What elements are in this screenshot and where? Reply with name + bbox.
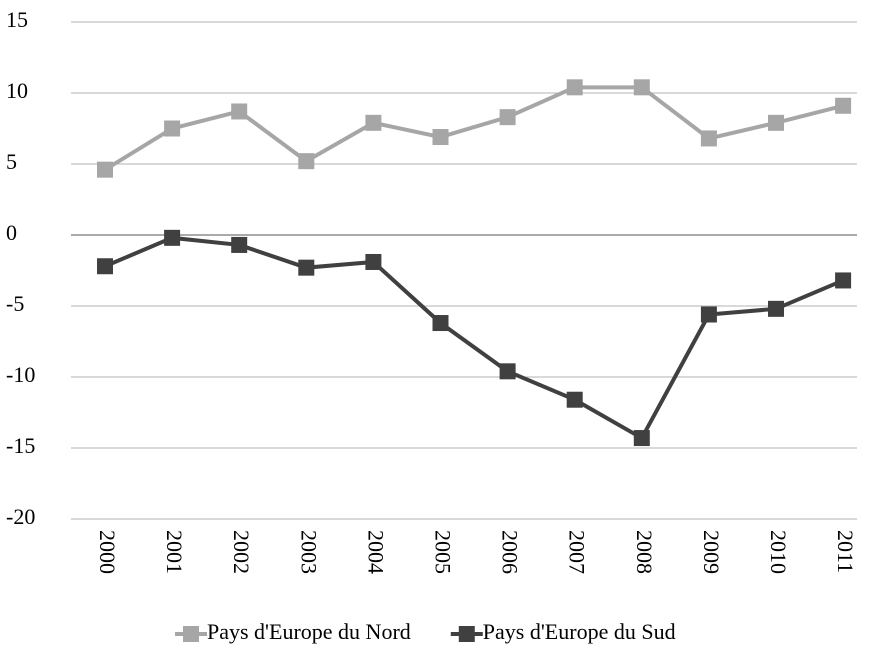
point-marker: [164, 229, 181, 246]
y-tick-label: -15: [6, 433, 35, 458]
x-tick-label: 2000: [95, 530, 120, 574]
legend-marker: [183, 626, 199, 642]
point-marker: [700, 130, 717, 147]
series-line: [104, 235, 844, 441]
x-tick-label: 2011: [833, 530, 858, 573]
point-marker: [499, 363, 516, 380]
series-line: [103, 85, 844, 172]
y-tick-label: 10: [6, 78, 28, 103]
y-tick-label: -20: [6, 504, 35, 529]
y-tick-label: -10: [6, 362, 35, 387]
point-marker: [566, 391, 583, 408]
point-marker: [365, 253, 382, 270]
point-marker: [499, 109, 516, 126]
legend-label: Pays d'Europe du Nord: [207, 619, 411, 644]
x-tick-label: 2010: [766, 530, 791, 574]
point-marker: [835, 272, 852, 289]
x-tick-label: 2009: [699, 530, 724, 574]
point-marker: [835, 97, 852, 114]
x-tick-label: 2008: [632, 530, 657, 574]
legend-marker: [458, 626, 475, 642]
point-marker: [432, 315, 449, 332]
point-marker: [700, 306, 717, 323]
y-tick-label: -5: [6, 291, 24, 316]
point-marker: [365, 114, 382, 131]
point-marker: [298, 153, 315, 170]
point-marker: [231, 236, 248, 253]
y-tick-label: 0: [6, 220, 17, 245]
x-tick-label: 2003: [296, 530, 321, 574]
point-marker: [768, 300, 784, 317]
point-marker: [768, 114, 784, 131]
legend-label: Pays d'Europe du Sud: [483, 619, 676, 644]
x-tick-label: 2006: [498, 530, 523, 574]
x-tick-label: 2005: [430, 530, 455, 574]
point-marker: [633, 79, 650, 96]
point-marker: [566, 79, 583, 96]
x-tick-label: 2007: [565, 530, 590, 574]
y-tick-label: 5: [6, 149, 17, 174]
point-marker: [97, 258, 113, 275]
x-tick-label: 2002: [229, 530, 254, 574]
point-marker: [164, 120, 181, 137]
point-marker: [298, 259, 315, 276]
x-tick-label: 2004: [363, 530, 388, 574]
y-tick-label: 15: [6, 7, 28, 32]
point-marker: [231, 103, 248, 120]
x-tick-label: 2001: [162, 530, 187, 574]
point-marker: [633, 430, 650, 447]
point-marker: [432, 129, 449, 146]
point-marker: [97, 161, 113, 178]
